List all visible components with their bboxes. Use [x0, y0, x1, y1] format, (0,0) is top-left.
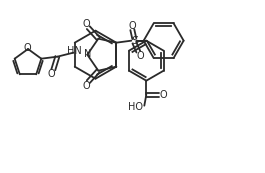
Text: HO: HO: [128, 102, 143, 112]
Text: O: O: [82, 19, 90, 29]
Text: O: O: [160, 90, 167, 100]
Text: O: O: [23, 43, 31, 53]
Text: O: O: [136, 51, 144, 61]
Text: N: N: [84, 49, 91, 59]
Text: O: O: [82, 81, 90, 91]
Text: S: S: [131, 36, 138, 46]
Text: O: O: [47, 69, 55, 79]
Text: O: O: [129, 21, 136, 31]
Text: HN: HN: [67, 46, 82, 56]
